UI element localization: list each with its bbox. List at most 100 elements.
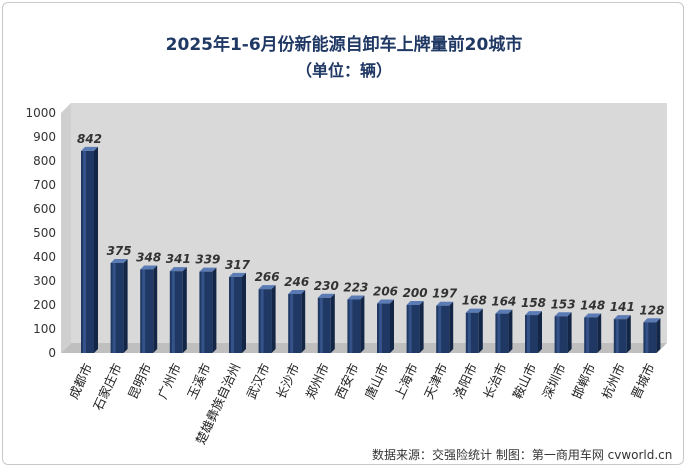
bar-highlight [497,313,501,353]
x-tick-label: 武汉市 [243,361,272,401]
data-label: 317 [225,258,251,272]
y-tick-label: 400 [33,250,56,264]
bar-front [81,150,94,353]
data-label: 164 [491,295,516,309]
bar-top [199,267,217,272]
bar-top [643,318,661,323]
bar [377,299,394,353]
bar-top [110,259,128,263]
bar-side [182,267,187,353]
bar-side [597,313,602,353]
bar [495,309,513,353]
bar-highlight [615,319,619,353]
chart-title: 2025年1-6月份新能源自卸车上牌量前20城市 [165,35,523,55]
bar-highlight [586,317,590,353]
bar-side [153,265,158,353]
bar-top [140,265,158,270]
x-tick-label: 西安市 [332,361,361,401]
bar [406,301,424,353]
data-label: 246 [284,275,309,289]
x-tick-label: 鞍山市 [510,361,539,401]
bar-highlight [408,305,412,353]
bar-top [436,301,454,306]
bar-side [538,311,542,353]
bar-top [347,295,365,300]
bar-front [377,303,390,353]
bar [436,301,454,353]
bar [613,315,631,353]
bar-top [258,285,276,290]
bar-front [317,297,331,353]
bar [554,312,572,353]
bar-side [301,289,306,353]
data-label: 223 [343,280,368,294]
x-tick-label: 长沙市 [273,361,302,401]
bar-top [613,315,631,320]
bar [140,265,158,353]
data-label: 148 [580,298,605,312]
bar-top [584,313,602,318]
data-label: 141 [610,300,635,314]
bar-top [406,301,424,305]
data-label: 206 [373,285,398,299]
x-tick-label: 长治市 [480,361,509,401]
bar-highlight [290,293,294,353]
bar-highlight [556,316,560,353]
bar-front [584,317,598,353]
chart-subtitle: （单位：辆） [295,61,392,80]
x-tick-label: 石家庄市 [90,361,125,413]
back-wall [71,103,667,343]
bar-top [317,293,335,298]
bar-highlight [467,312,471,353]
bar-top [81,146,98,151]
y-tick-label: 900 [33,130,56,144]
bar-highlight [645,322,649,353]
bar [317,293,335,353]
bar-side [390,299,394,353]
source-note: 数据来源：交强险统计 制图：第一商用车网 cvworld.cn [372,448,673,462]
bar-front [436,305,450,353]
bar-top [554,312,572,317]
bar-top [288,289,306,294]
bar-side [330,293,335,353]
bar-front [495,313,509,353]
bar-front [199,271,213,353]
data-label: 230 [314,279,339,293]
bar-highlight [201,271,205,353]
bar [110,259,128,353]
x-tick-label: 洛阳市 [451,361,480,401]
x-tick-label: 郑州市 [303,361,332,401]
bar-side [94,146,98,353]
bar-side [508,309,513,353]
y-tick-label: 500 [33,226,56,240]
bar-side [360,295,365,353]
x-tick-label: 玉溪市 [184,361,213,401]
bar [169,267,187,353]
y-tick-label: 0 [48,346,56,360]
data-label: 197 [432,287,458,301]
bar-front [140,269,154,353]
bar-front [406,305,420,353]
bar-top [465,308,483,313]
x-tick-label: 杭州市 [599,361,628,401]
bar [288,289,306,353]
y-tick-label: 600 [33,202,56,216]
bar [199,267,217,353]
bar-side [656,318,661,353]
x-tick-label: 深圳市 [539,361,568,401]
x-tick-label: 广州市 [155,361,184,401]
bar-top [495,309,513,314]
bar-highlight [260,289,264,353]
data-label: 128 [639,303,664,317]
data-label: 375 [107,244,132,258]
x-tick-label: 邯郸市 [569,361,598,401]
bar-front [229,276,242,353]
data-label: 168 [462,294,487,308]
bar-side [212,267,217,353]
bar [229,272,246,353]
bar-front [110,263,124,353]
bar [525,311,542,353]
data-label: 341 [166,252,191,266]
bar [584,313,602,353]
